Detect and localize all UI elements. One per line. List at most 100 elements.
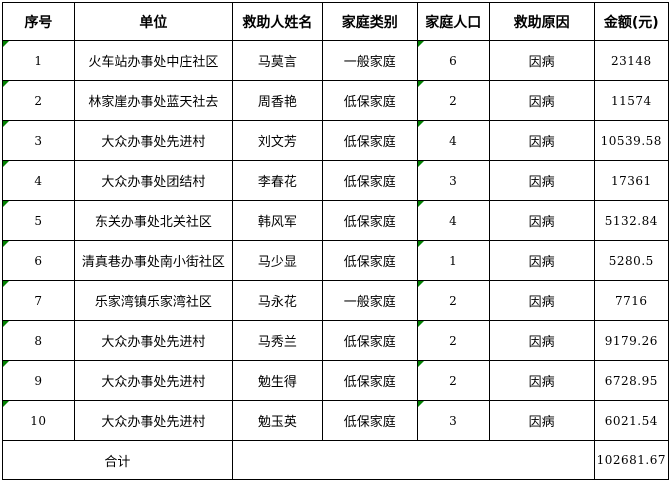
- cell-no[interactable]: 9: [2, 360, 75, 401]
- cell-family-type[interactable]: 低保家庭: [321, 120, 418, 161]
- cell-amount[interactable]: 17361: [593, 160, 669, 201]
- cell-amount[interactable]: 7716: [593, 280, 669, 321]
- cell-text: 10539.58: [600, 133, 662, 148]
- cell-family-type[interactable]: 低保家庭: [321, 200, 418, 241]
- cell-text: 6: [449, 53, 458, 68]
- total-label-cell[interactable]: 合计: [2, 440, 233, 480]
- error-indicator-icon: [3, 321, 9, 327]
- cell-family-size[interactable]: 2: [416, 320, 490, 361]
- cell-family-type[interactable]: 低保家庭: [321, 160, 418, 201]
- cell-no[interactable]: 8: [2, 320, 75, 361]
- cell-name[interactable]: 周香艳: [231, 80, 323, 121]
- cell-reason[interactable]: 因病: [488, 240, 595, 281]
- cell-reason[interactable]: 因病: [488, 80, 595, 121]
- cell-reason[interactable]: 因病: [488, 280, 595, 321]
- cell-no[interactable]: 3: [2, 120, 75, 161]
- cell-name[interactable]: 李春花: [231, 160, 323, 201]
- cell-reason[interactable]: 因病: [488, 120, 595, 161]
- cell-no[interactable]: 4: [2, 160, 75, 201]
- cell-no[interactable]: 10: [2, 400, 75, 441]
- cell-no[interactable]: 2: [2, 80, 75, 121]
- cell-text: 23148: [610, 53, 652, 68]
- cell-text: 因病: [528, 295, 555, 310]
- cell-name[interactable]: 刘文芳: [231, 120, 323, 161]
- error-indicator-icon: [418, 81, 424, 87]
- cell-unit[interactable]: 大众办事处先进村: [73, 400, 233, 441]
- header-no[interactable]: 序号: [2, 2, 75, 41]
- cell-family-type[interactable]: 低保家庭: [321, 240, 418, 281]
- table-body: 1 火车站办事处中庄社区 马莫言 一般家庭 6 因病 23148 2 林家崖办事处蓝天社去 周香艳…: [2, 40, 669, 441]
- cell-family-type[interactable]: 低保家庭: [321, 360, 418, 401]
- cell-no[interactable]: 7: [2, 280, 75, 321]
- cell-unit[interactable]: 大众办事处先进村: [73, 320, 233, 361]
- header-family-size[interactable]: 家庭人口: [416, 2, 490, 41]
- cell-name[interactable]: 勉玉英: [231, 400, 323, 441]
- cell-reason[interactable]: 因病: [488, 160, 595, 201]
- cell-name[interactable]: 勉生得: [231, 360, 323, 401]
- cell-unit[interactable]: 大众办事处先进村: [73, 360, 233, 401]
- cell-amount[interactable]: 5132.84: [593, 200, 669, 241]
- cell-reason[interactable]: 因病: [488, 320, 595, 361]
- cell-amount[interactable]: 9179.26: [593, 320, 669, 361]
- cell-amount[interactable]: 23148: [593, 40, 669, 81]
- cell-name[interactable]: 马永花: [231, 280, 323, 321]
- cell-family-size[interactable]: 6: [416, 40, 490, 81]
- cell-family-type[interactable]: 一般家庭: [321, 40, 418, 81]
- table-row: 1 火车站办事处中庄社区 马莫言 一般家庭 6 因病 23148: [2, 40, 669, 81]
- cell-unit[interactable]: 东关办事处北关社区: [73, 200, 233, 241]
- cell-text: 低保家庭: [343, 375, 396, 390]
- cell-name[interactable]: 韩风军: [231, 200, 323, 241]
- cell-unit[interactable]: 清真巷办事处南小街社区: [73, 240, 233, 281]
- cell-unit[interactable]: 大众办事处团结村: [73, 160, 233, 201]
- header-unit[interactable]: 单位: [73, 2, 233, 41]
- cell-unit[interactable]: 火车站办事处中庄社区: [73, 40, 233, 81]
- cell-family-type[interactable]: 低保家庭: [321, 400, 418, 441]
- total-amount-cell[interactable]: 102681.67: [593, 440, 669, 480]
- cell-family-size[interactable]: 3: [416, 400, 490, 441]
- cell-family-size[interactable]: 3: [416, 160, 490, 201]
- cell-no[interactable]: 1: [2, 40, 75, 81]
- cell-family-type[interactable]: 低保家庭: [321, 320, 418, 361]
- cell-no[interactable]: 5: [2, 200, 75, 241]
- header-name[interactable]: 救助人姓名: [231, 2, 323, 41]
- cell-family-size[interactable]: 2: [416, 360, 490, 401]
- cell-amount[interactable]: 11574: [593, 80, 669, 121]
- cell-family-size[interactable]: 1: [416, 240, 490, 281]
- cell-family-size[interactable]: 2: [416, 280, 490, 321]
- cell-amount[interactable]: 10539.58: [593, 120, 669, 161]
- cell-reason[interactable]: 因病: [488, 200, 595, 241]
- cell-amount[interactable]: 6728.95: [593, 360, 669, 401]
- cell-text: 低保家庭: [343, 95, 396, 110]
- cell-reason[interactable]: 因病: [488, 360, 595, 401]
- table-row: 9 大众办事处先进村 勉生得 低保家庭 2 因病 6728.95: [2, 360, 669, 401]
- cell-unit[interactable]: 乐家湾镇乐家湾社区: [73, 280, 233, 321]
- cell-text: 5132.84: [604, 213, 658, 228]
- cell-family-size[interactable]: 4: [416, 120, 490, 161]
- cell-text: 5280.5: [608, 253, 654, 268]
- cell-name[interactable]: 马少显: [231, 240, 323, 281]
- cell-family-type[interactable]: 低保家庭: [321, 80, 418, 121]
- cell-text: 勉玉英: [257, 415, 297, 430]
- error-indicator-icon: [418, 401, 424, 407]
- cell-no[interactable]: 6: [2, 240, 75, 281]
- header-amount[interactable]: 金额(元): [593, 2, 669, 41]
- cell-reason[interactable]: 因病: [488, 40, 595, 81]
- cell-text: 3: [449, 413, 458, 428]
- header-reason[interactable]: 救助原因: [488, 2, 595, 41]
- cell-family-size[interactable]: 4: [416, 200, 490, 241]
- total-spacer-cell[interactable]: [231, 440, 595, 480]
- cell-text: 因病: [528, 255, 555, 270]
- cell-reason[interactable]: 因病: [488, 400, 595, 441]
- cell-amount[interactable]: 6021.54: [593, 400, 669, 441]
- cell-name[interactable]: 马秀兰: [231, 320, 323, 361]
- cell-name[interactable]: 马莫言: [231, 40, 323, 81]
- cell-family-type[interactable]: 一般家庭: [321, 280, 418, 321]
- header-family-type[interactable]: 家庭类别: [321, 2, 418, 41]
- cell-family-size[interactable]: 2: [416, 80, 490, 121]
- cell-text: 2: [449, 373, 458, 388]
- cell-unit[interactable]: 林家崖办事处蓝天社去: [73, 80, 233, 121]
- error-indicator-icon: [418, 121, 424, 127]
- cell-unit[interactable]: 大众办事处先进村: [73, 120, 233, 161]
- cell-amount[interactable]: 5280.5: [593, 240, 669, 281]
